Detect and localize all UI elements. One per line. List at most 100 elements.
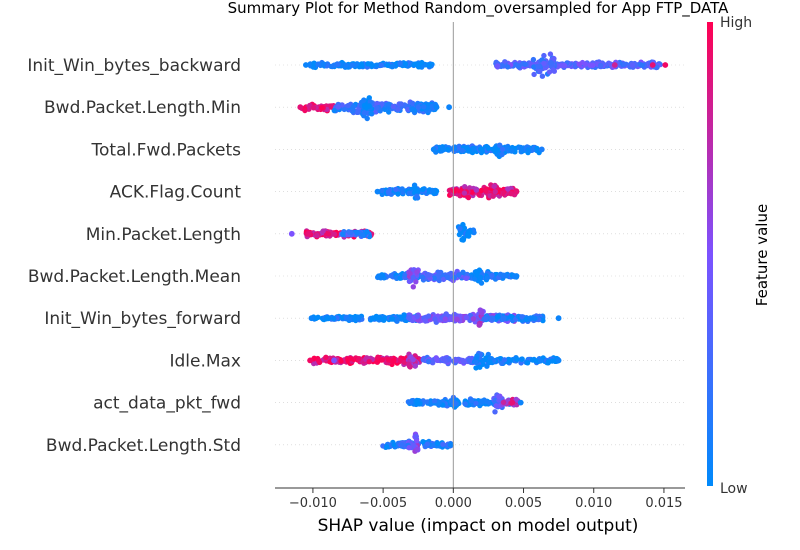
- data-point: [522, 61, 528, 67]
- data-point: [514, 356, 520, 362]
- data-point: [366, 359, 372, 365]
- data-point: [453, 357, 459, 364]
- data-point: [413, 438, 420, 444]
- data-point: [489, 272, 495, 279]
- data-point: [518, 147, 525, 153]
- data-point: [662, 62, 669, 68]
- data-point: [410, 284, 416, 290]
- x-tick-label: 0.010: [575, 496, 612, 511]
- data-point: [436, 277, 442, 284]
- data-point: [473, 365, 479, 371]
- data-point: [391, 441, 397, 448]
- data-point: [524, 360, 531, 366]
- data-point: [364, 229, 370, 235]
- data-point: [369, 62, 375, 69]
- data-point: [470, 316, 477, 322]
- data-point: [335, 61, 341, 67]
- x-axis-label: SHAP value (impact on model output): [318, 516, 639, 536]
- data-point: [649, 62, 656, 68]
- data-point: [320, 228, 326, 234]
- data-point: [426, 272, 432, 278]
- feature-row-points: [307, 350, 562, 371]
- data-point: [555, 315, 562, 322]
- data-point: [444, 274, 451, 280]
- data-point: [501, 357, 508, 363]
- data-point: [477, 274, 484, 281]
- data-point: [487, 359, 493, 366]
- data-point: [373, 315, 379, 321]
- data-point: [390, 103, 396, 110]
- data-point: [499, 151, 505, 158]
- colorbar-title: Feature value: [753, 204, 771, 306]
- data-point: [469, 189, 475, 195]
- data-point: [354, 230, 360, 236]
- data-point: [395, 191, 401, 197]
- data-point: [425, 313, 432, 319]
- data-point: [466, 147, 473, 153]
- colorbar-low-label: Low: [720, 481, 748, 497]
- data-point: [473, 187, 479, 193]
- data-point: [442, 358, 448, 364]
- data-point: [366, 103, 372, 109]
- data-point: [303, 62, 309, 68]
- data-point: [434, 357, 440, 363]
- feature-label: act_data_pkt_fwd: [93, 394, 241, 414]
- data-point: [407, 399, 414, 405]
- data-point: [525, 147, 531, 153]
- data-point: [302, 107, 308, 114]
- data-point: [531, 356, 537, 363]
- x-tick-label: 0.005: [505, 496, 542, 511]
- data-point: [465, 194, 472, 201]
- data-point: [374, 100, 380, 107]
- feature-labels: Init_Win_bytes_backward Bwd.Packet.Length…: [27, 56, 241, 456]
- x-tick-label: −0.005: [359, 496, 407, 511]
- data-point: [537, 68, 543, 75]
- data-point: [367, 99, 373, 105]
- data-point: [401, 312, 408, 318]
- data-point: [413, 279, 419, 285]
- data-point: [388, 273, 394, 279]
- data-point: [379, 357, 385, 363]
- data-point: [492, 149, 499, 155]
- data-point: [389, 63, 395, 70]
- data-point: [424, 441, 431, 447]
- data-point: [473, 400, 479, 406]
- data-point: [501, 315, 507, 321]
- data-point: [425, 358, 431, 365]
- data-point: [497, 142, 503, 148]
- data-point: [406, 315, 412, 321]
- data-point: [349, 62, 355, 68]
- data-point: [447, 441, 454, 448]
- feature-label: Bwd.Packet.Length.Std: [46, 436, 241, 456]
- data-point: [413, 433, 419, 440]
- data-point: [393, 186, 399, 193]
- feature-label: Bwd.Packet.Length.Min: [44, 98, 241, 118]
- data-point: [397, 275, 403, 281]
- data-point: [374, 105, 380, 111]
- data-point: [432, 316, 438, 322]
- data-point: [422, 318, 429, 324]
- data-point: [534, 145, 540, 152]
- data-point: [331, 357, 337, 364]
- x-tick-label: 0.000: [435, 496, 472, 511]
- data-point: [478, 399, 485, 406]
- feature-label: Init_Win_bytes_forward: [44, 309, 241, 329]
- data-point: [541, 52, 547, 59]
- data-point: [513, 61, 519, 68]
- data-point: [476, 267, 483, 273]
- data-point: [499, 146, 506, 153]
- data-point: [493, 403, 499, 409]
- data-point: [519, 356, 525, 362]
- data-point: [477, 307, 483, 313]
- data-point: [629, 62, 635, 68]
- data-point: [430, 146, 437, 153]
- data-point: [411, 62, 417, 68]
- data-point: [500, 272, 506, 278]
- data-point: [361, 110, 368, 116]
- colorbar-gradient: [707, 22, 713, 486]
- data-point: [535, 63, 541, 69]
- data-point: [492, 409, 498, 415]
- data-point: [456, 272, 462, 278]
- data-point: [384, 444, 390, 450]
- data-point: [494, 314, 501, 320]
